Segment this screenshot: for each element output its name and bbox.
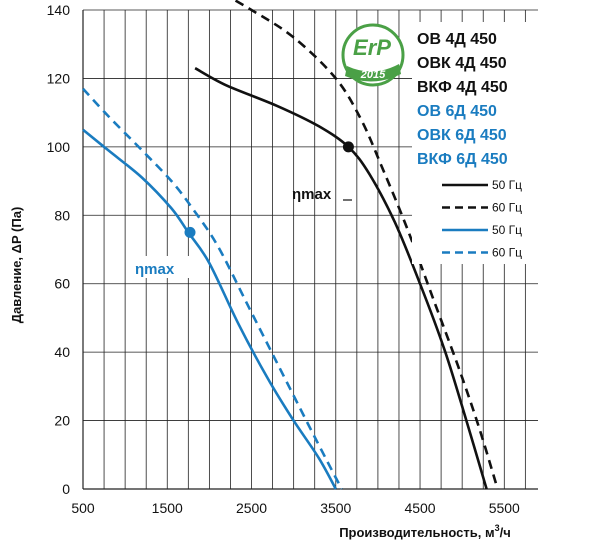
series-line-black-50hz <box>194 67 488 490</box>
legend-series-label: 60 Гц <box>492 246 522 260</box>
legend-model-label: ВКФ 4Д 450 <box>417 79 508 96</box>
legend-model-label: ОВК 4Д 450 <box>417 55 507 72</box>
legend: ОВ 4Д 450 ОВК 4Д 450 ВКФ 4Д 450 ОВ 6Д 450 ОВ… <box>412 22 538 264</box>
y-tick-label: 20 <box>54 413 70 429</box>
series-line-blue-60hz <box>82 87 343 490</box>
y-axis-label: Давление, ΔP (Па) <box>9 207 24 324</box>
x-tick-label: 4500 <box>404 500 435 516</box>
x-axis-label: Производительность, м3/ч <box>339 523 511 540</box>
erp-2015-badge: ErP 2015 <box>341 23 405 87</box>
legend-model-label: ОВ 6Д 450 <box>417 103 497 120</box>
series-group <box>82 0 499 490</box>
x-tick-label: 1500 <box>152 500 183 516</box>
y-tick-label: 100 <box>47 139 71 155</box>
annotation-label-bg <box>133 256 190 278</box>
legend-model-label: ОВК 6Д 450 <box>417 127 507 144</box>
eta-max-point-blue <box>184 226 196 238</box>
badge-title: ErP <box>353 35 391 60</box>
x-tick-label: 2500 <box>236 500 267 516</box>
y-tick-label: 120 <box>47 70 71 86</box>
legend-model-label: ОВ 4Д 450 <box>417 31 497 48</box>
tick-labels: 500 1500 2500 3500 4500 5500 0 20 40 60 80 100 120 14… <box>47 2 520 516</box>
eta-max-point-black <box>342 141 354 153</box>
annotations: ηmax ηmax <box>133 141 354 278</box>
y-tick-label: 140 <box>47 2 71 18</box>
y-tick-label: 60 <box>54 276 70 292</box>
legend-model-label: ВКФ 6Д 450 <box>417 151 508 168</box>
legend-series-label: 50 Гц <box>492 178 522 192</box>
badge-year: 2015 <box>360 69 386 81</box>
annotation-label-blue: ηmax <box>135 261 175 278</box>
x-tick-label: 3500 <box>320 500 351 516</box>
badge-ribbon <box>345 64 401 82</box>
x-tick-label: 5500 <box>489 500 520 516</box>
series-line-black-60hz <box>231 0 499 490</box>
legend-series-label: 60 Гц <box>492 201 522 215</box>
y-tick-label: 80 <box>54 207 70 223</box>
y-tick-label: 0 <box>62 481 70 497</box>
legend-series-label: 50 Гц <box>492 223 522 237</box>
y-tick-label: 40 <box>54 344 70 360</box>
series-line-blue-50hz <box>82 128 337 490</box>
x-tick-label: 500 <box>71 500 95 516</box>
annotation-label-black: ηmax <box>292 186 332 203</box>
legend-background <box>412 22 538 264</box>
